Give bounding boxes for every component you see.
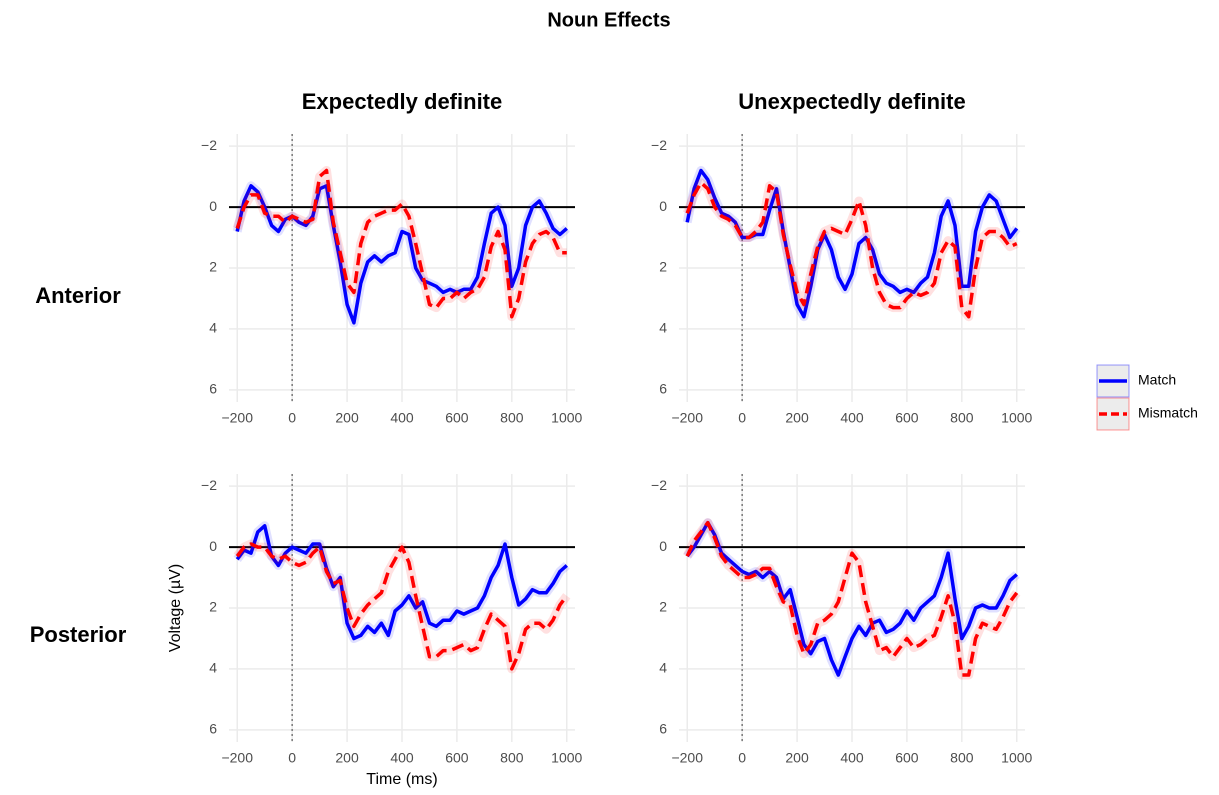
x-tick-label: 400 [390,750,414,766]
x-tick-label: 0 [288,750,296,766]
x-tick-label: −200 [671,750,703,766]
y-tick-label: 4 [209,660,217,676]
x-tick-label: 400 [840,410,864,426]
y-tick-label: −2 [201,477,217,493]
x-tick-label: 600 [445,410,469,426]
x-tick-label: 800 [950,410,974,426]
y-tick-label: 4 [659,320,667,336]
column-label: Unexpectedly definite [738,89,965,114]
x-tick-label: 800 [500,750,524,766]
legend-label: Mismatch [1138,405,1198,421]
y-tick-label: 6 [209,721,217,737]
y-tick-label: 0 [659,198,667,214]
x-tick-label: 1000 [551,750,582,766]
y-tick-label: 4 [209,320,217,336]
x-axis-label: Time (ms) [366,771,437,788]
y-tick-label: 2 [659,599,667,615]
y-tick-label: 6 [209,381,217,397]
series-line [235,524,568,641]
column-label: Expectedly definite [302,89,503,114]
row-label: Posterior [30,622,127,647]
y-tick-label: 0 [209,198,217,214]
x-tick-label: 600 [895,750,919,766]
x-tick-label: 1000 [1001,410,1032,426]
series-line [685,168,1019,319]
y-tick-label: 4 [659,660,667,676]
y-tick-label: 0 [659,538,667,554]
series-line [235,542,569,671]
x-tick-label: 800 [950,750,974,766]
y-tick-label: 6 [659,721,667,737]
series-band [682,178,1019,322]
y-tick-label: 2 [209,259,217,275]
row-label: Anterior [35,283,121,308]
x-tick-label: 1000 [551,410,582,426]
x-tick-label: −200 [221,750,253,766]
figure-title: Noun Effects [547,9,670,31]
y-tick-label: −2 [201,137,217,153]
x-tick-label: 400 [390,410,414,426]
y-tick-label: 2 [659,259,667,275]
x-tick-label: 600 [445,750,469,766]
x-tick-label: 600 [895,410,919,426]
x-tick-label: 400 [840,750,864,766]
legend-label: Match [1138,372,1176,388]
series-line [235,168,567,319]
x-tick-label: 200 [335,750,359,766]
x-tick-label: 200 [785,750,809,766]
y-tick-label: 2 [209,599,217,615]
x-tick-label: 1000 [1001,750,1032,766]
y-tick-label: −2 [651,477,667,493]
x-tick-label: 200 [335,410,359,426]
series-line [685,520,1019,677]
x-tick-label: 0 [738,410,746,426]
y-tick-label: 0 [209,538,217,554]
x-tick-label: −200 [221,410,253,426]
y-tick-label: 6 [659,381,667,397]
x-tick-label: −200 [671,410,703,426]
y-tick-label: −2 [651,137,667,153]
y-axis-label: Voltage (µV) [167,564,184,652]
series-line [685,520,1018,677]
x-tick-label: 0 [738,750,746,766]
x-tick-label: 0 [288,410,296,426]
x-tick-label: 200 [785,410,809,426]
x-tick-label: 800 [500,410,524,426]
